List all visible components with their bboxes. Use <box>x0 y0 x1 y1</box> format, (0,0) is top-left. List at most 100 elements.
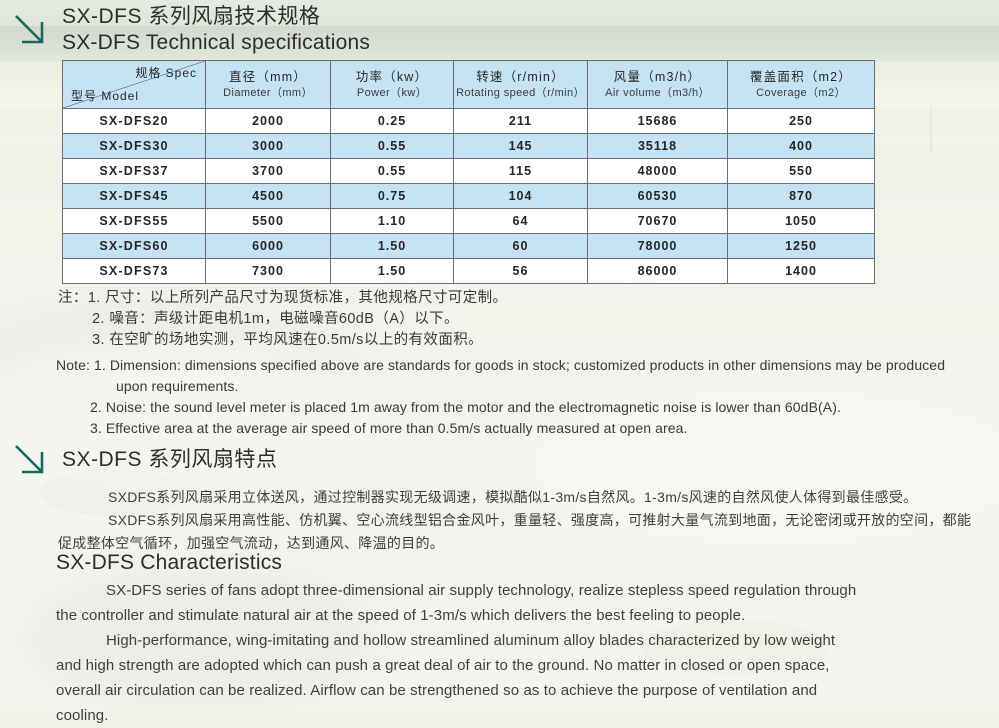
table-row: SX-DFS37 3700 0.55 115 48000 550 <box>62 158 875 184</box>
body-cn-paragraph-2-line-2: 促成整体空气循环，加强空气流动，达到通风、降温的目的。 <box>58 535 445 551</box>
header-model-label: 型号 Model <box>71 88 140 103</box>
cell-power: 1.50 <box>330 258 454 284</box>
document-content: SX-DFS 系列风扇技术规格 SX-DFS Technical specifi… <box>10 4 972 724</box>
notes-en-line-1: Note: 1. Dimension: dimensions specified… <box>56 355 945 376</box>
body-en-paragraph-1-line-2: the controller and stimulate natural air… <box>56 607 746 624</box>
body-en-paragraph-2-line-4: cooling. <box>56 707 109 724</box>
header-power-cn: 功率（kw） <box>355 69 429 84</box>
cell-power: 1.10 <box>330 208 454 234</box>
table-body: SX-DFS20 2000 0.25 211 15686 250 SX-DFS3… <box>62 108 875 284</box>
cell-power: 0.25 <box>330 108 454 134</box>
notes-cn-line-1: 注：1. 尺寸：以上所列产品尺寸为现货标准，其他规格尺寸可定制。 <box>58 288 507 309</box>
body-cn-paragraph-2-line-1: SXDFS系列风扇采用高性能、仿机翼、空心流线型铝合金风叶，重量轻、强度高，可推… <box>108 512 972 528</box>
table-header-speed: 转速（r/min） Rotating speed（r/min） <box>453 60 588 109</box>
body-cn-paragraph-1: SXDFS系列风扇采用立体送风，通过控制器实现无级调速，模拟酷似1-3m/s自然… <box>108 489 918 505</box>
cell-power: 0.55 <box>330 158 454 184</box>
cell-diameter: 3000 <box>205 133 331 159</box>
cell-air-volume: 70670 <box>587 208 728 234</box>
cell-model: SX-DFS45 <box>62 183 206 209</box>
notes-english: Note: 1. Dimension: dimensions specified… <box>56 355 945 439</box>
notes-en-label: Note: <box>56 357 90 373</box>
body-chinese: SXDFS系列风扇采用立体送风，通过控制器实现无级调速，模拟酷似1-3m/s自然… <box>58 486 972 555</box>
notes-en-item-1: 1. Dimension: dimensions specified above… <box>93 357 946 373</box>
cell-power: 0.75 <box>330 183 454 209</box>
cell-diameter: 6000 <box>205 233 331 259</box>
notes-cn-item-3: 3. 在空旷的场地实测，平均风速在0.5m/s以上的有效面积。 <box>92 332 484 348</box>
arrow-down-right-icon <box>10 440 52 482</box>
table-header-air-volume: 风量（m3/h） Air volume（m3/h） <box>587 60 728 109</box>
specifications-table: 规格 Spec 型号 Model 直径（mm） Diameter（mm） 功率（… <box>62 60 875 284</box>
characteristics-section-heading-en: SX-DFS Characteristics <box>56 550 282 576</box>
body-en-paragraph-2-line-3: overall air circulation can be realized.… <box>56 682 818 699</box>
cell-coverage: 1250 <box>727 233 875 259</box>
notes-chinese: 注：1. 尺寸：以上所列产品尺寸为现货标准，其他规格尺寸可定制。 2. 噪音：声… <box>58 288 507 351</box>
notes-en-item-2: 2. Noise: the sound level meter is place… <box>90 399 841 415</box>
cell-speed: 64 <box>453 208 588 234</box>
header-spec-label: 规格 Spec <box>135 66 197 80</box>
table-row: SX-DFS30 3000 0.55 145 35118 400 <box>62 133 875 159</box>
header-power-en: Power（kw） <box>356 86 428 99</box>
header-air-volume-en: Air volume（m3/h） <box>605 86 710 99</box>
table-header-diameter: 直径（mm） Diameter（mm） <box>205 60 331 109</box>
notes-en-item-3: 3. Effective area at the average air spe… <box>90 420 688 436</box>
cell-model: SX-DFS60 <box>62 233 206 259</box>
cell-model: SX-DFS20 <box>62 108 206 134</box>
cell-coverage: 250 <box>727 108 875 134</box>
body-en-paragraph-2-line-2: and high strength are adopted which can … <box>56 657 830 674</box>
table-header-coverage: 覆盖面积（m2） Coverage（m2） <box>727 60 875 109</box>
table-header-corner-cell: 规格 Spec 型号 Model <box>62 60 206 109</box>
cell-speed: 115 <box>453 158 588 184</box>
cell-model: SX-DFS55 <box>62 208 206 234</box>
cell-model: SX-DFS37 <box>62 158 206 184</box>
table-row: SX-DFS45 4500 0.75 104 60530 870 <box>62 183 875 209</box>
cell-speed: 60 <box>453 233 588 259</box>
cell-coverage: 400 <box>727 133 875 159</box>
header-diameter-cn: 直径（mm） <box>228 69 308 84</box>
cell-diameter: 7300 <box>205 258 331 284</box>
cell-air-volume: 78000 <box>587 233 728 259</box>
characteristics-section-heading-cn: SX-DFS 系列风扇特点 <box>62 447 277 473</box>
notes-cn-item-2: 2. 噪音：声级计距电机1m，电磁噪音60dB（A）以下。 <box>92 311 459 327</box>
cell-diameter: 3700 <box>205 158 331 184</box>
cell-coverage: 1050 <box>727 208 875 234</box>
body-english: SX-DFS series of fans adopt three-dimens… <box>56 578 857 728</box>
cell-diameter: 2000 <box>205 108 331 134</box>
notes-cn-label: 注： <box>58 290 88 306</box>
table-header: 规格 Spec 型号 Model 直径（mm） Diameter（mm） 功率（… <box>62 60 875 109</box>
spec-heading-en: SX-DFS Technical specifications <box>62 31 371 55</box>
table-header-row: 规格 Spec 型号 Model 直径（mm） Diameter（mm） 功率（… <box>62 60 875 109</box>
cell-speed: 56 <box>453 258 588 284</box>
notes-en-item-1-cont: upon requirements. <box>116 378 239 394</box>
arrow-down-right-icon <box>10 10 52 52</box>
cell-speed: 211 <box>453 108 588 134</box>
cell-speed: 104 <box>453 183 588 209</box>
cell-air-volume: 86000 <box>587 258 728 284</box>
cell-model: SX-DFS30 <box>62 133 206 159</box>
header-speed-cn: 转速（r/min） <box>476 69 565 84</box>
cell-speed: 145 <box>453 133 588 159</box>
cell-diameter: 5500 <box>205 208 331 234</box>
diagonal-divider-line <box>63 61 205 108</box>
table-row: SX-DFS73 7300 1.50 56 86000 1400 <box>62 258 875 284</box>
table-row: SX-DFS55 5500 1.10 64 70670 1050 <box>62 208 875 234</box>
characteristics-heading-cn: SX-DFS 系列风扇特点 <box>62 448 278 471</box>
characteristics-heading-en: SX-DFS Characteristics <box>56 551 283 574</box>
cell-power: 1.50 <box>330 233 454 259</box>
cell-coverage: 550 <box>727 158 875 184</box>
cell-air-volume: 15686 <box>587 108 728 134</box>
header-coverage-en: Coverage（m2） <box>756 86 846 99</box>
header-coverage-cn: 覆盖面积（m2） <box>750 69 852 84</box>
cell-model: SX-DFS73 <box>62 258 206 284</box>
spec-section-heading: SX-DFS 系列风扇技术规格 SX-DFS Technical specifi… <box>62 4 370 57</box>
cell-diameter: 4500 <box>205 183 331 209</box>
header-air-volume-cn: 风量（m3/h） <box>613 69 702 84</box>
cell-coverage: 870 <box>727 183 875 209</box>
table-row: SX-DFS20 2000 0.25 211 15686 250 <box>62 108 875 134</box>
table-header-power: 功率（kw） Power（kw） <box>330 60 454 109</box>
cell-air-volume: 60530 <box>587 183 728 209</box>
header-diameter-en: Diameter（mm） <box>223 86 313 99</box>
body-en-paragraph-1-line-1: SX-DFS series of fans adopt three-dimens… <box>106 582 857 599</box>
cell-air-volume: 35118 <box>587 133 728 159</box>
cell-coverage: 1400 <box>727 258 875 284</box>
body-en-paragraph-2-line-1: High-performance, wing-imitating and hol… <box>106 632 836 649</box>
